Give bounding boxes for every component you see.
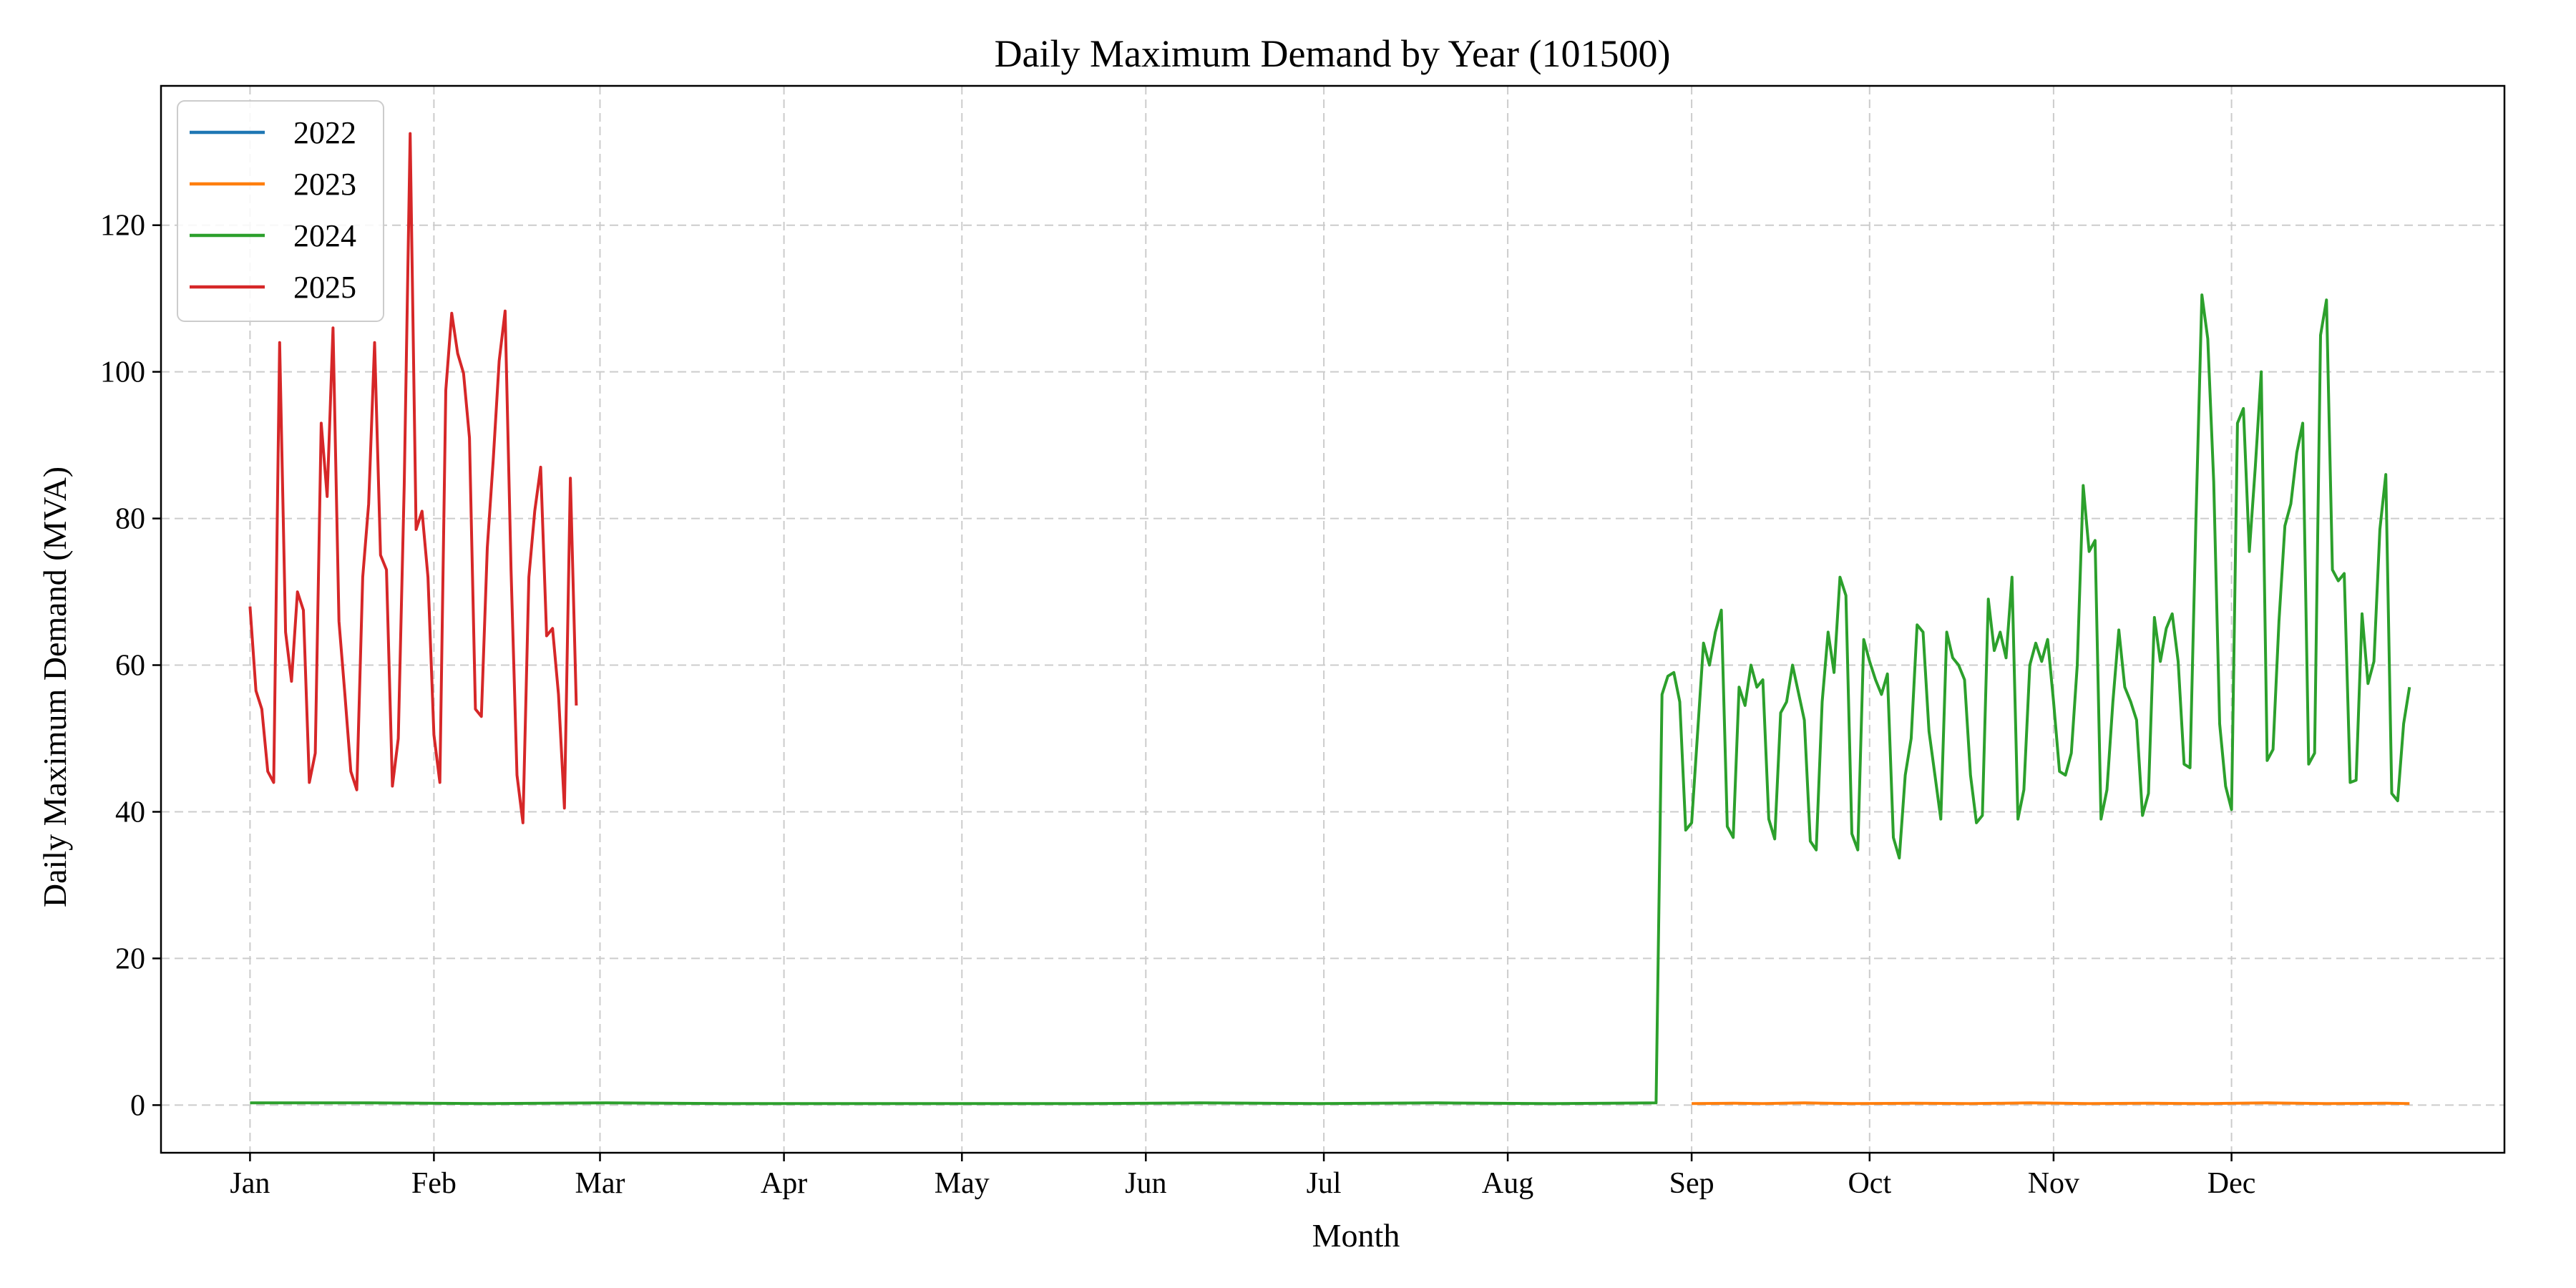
x-tick-label: Nov [2028, 1167, 2079, 1200]
y-tick-label: 120 [100, 210, 145, 243]
x-tick-label: Sep [1669, 1167, 1714, 1200]
plot-frame [160, 84, 2506, 1154]
legend-label-2024: 2024 [293, 218, 356, 253]
x-tick-label: Dec [2207, 1167, 2256, 1200]
x-tick-label: Feb [411, 1167, 457, 1200]
legend: 2022 2023 2024 2025 [177, 100, 384, 322]
x-tick-label: Apr [761, 1167, 807, 1200]
x-tick-label: Aug [1482, 1167, 1533, 1200]
x-tick-label: Jul [1307, 1167, 1342, 1200]
series-line-2024 [250, 293, 2411, 1106]
y-tick-label: 60 [115, 650, 145, 683]
y-tick-label: 20 [115, 942, 145, 975]
chart-title: Daily Maximum Demand by Year (101500) [995, 32, 1671, 75]
x-tick-label: Oct [1848, 1167, 1891, 1200]
legend-box [177, 100, 384, 322]
x-tick-label: Mar [575, 1167, 625, 1200]
y-tick-label: 100 [100, 356, 145, 389]
x-tick-label: Jun [1125, 1167, 1166, 1200]
grid-lines [161, 86, 2504, 1153]
x-tick-label: Jan [230, 1167, 270, 1200]
y-tick-label: 80 [115, 503, 145, 536]
axis-ticks: Jan Feb Mar Apr May Jun Jul Aug Sep Oct Nov Dec 0 20 4… [100, 210, 2255, 1200]
legend-label-2023: 2023 [293, 167, 356, 202]
legend-label-2025: 2025 [293, 270, 356, 305]
series-lines [248, 132, 2411, 1106]
y-axis-label: Daily Maximum Demand (MVA) [36, 467, 73, 907]
y-tick-label: 40 [115, 796, 145, 829]
x-tick-label: May [935, 1167, 990, 1200]
legend-label-2022: 2022 [293, 115, 356, 150]
series-line-2025 [248, 132, 578, 824]
x-axis-label: Month [1312, 1217, 1400, 1254]
y-tick-label: 0 [130, 1089, 145, 1122]
